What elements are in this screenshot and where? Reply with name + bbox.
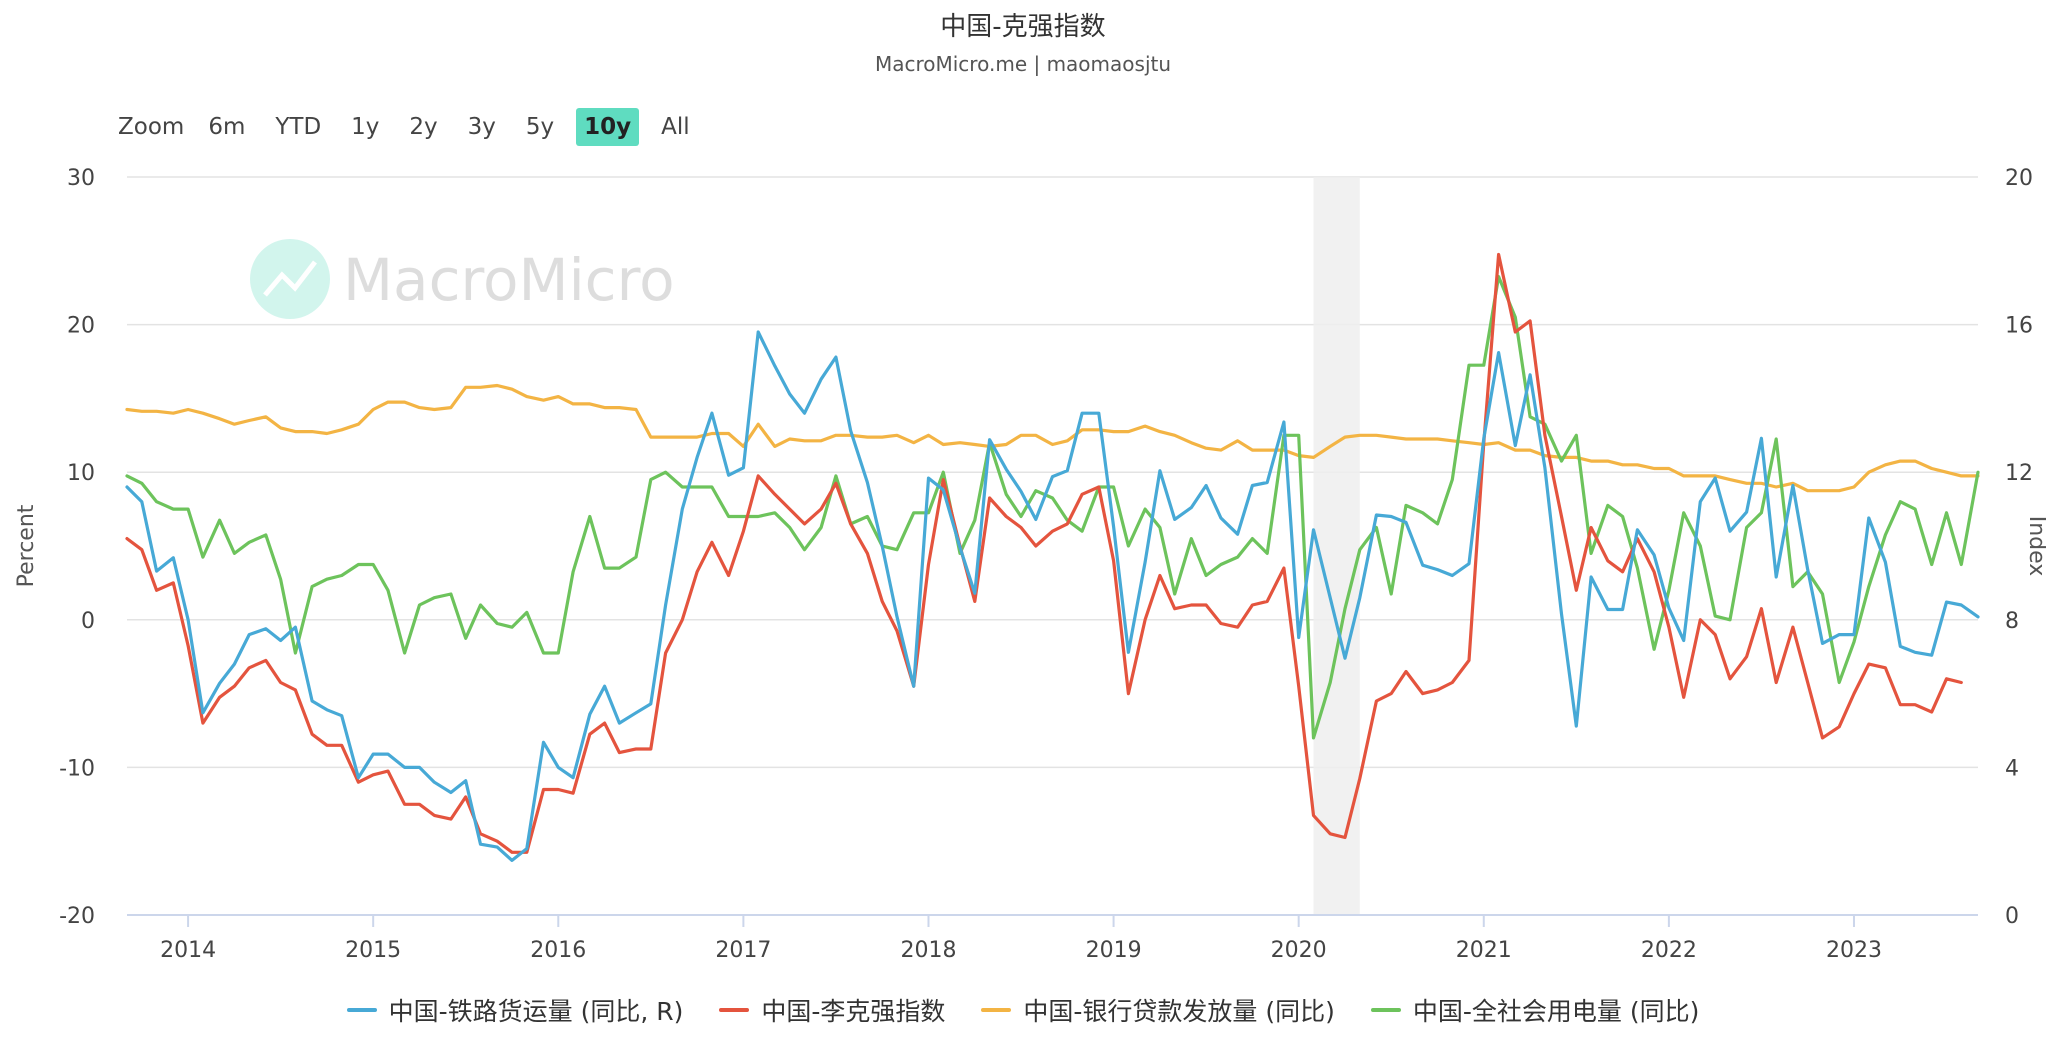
x-tick-label: 2016 xyxy=(530,938,586,963)
y-axis-title-left: Percent xyxy=(14,504,39,587)
right-tick-label: 0 xyxy=(2005,904,2019,929)
left-tick-label: 30 xyxy=(67,166,95,191)
legend-swatch xyxy=(1371,1008,1401,1012)
left-tick-label: 20 xyxy=(67,314,95,339)
left-tick-label: 0 xyxy=(81,609,95,634)
legend-swatch xyxy=(719,1008,749,1012)
legend-label: 中国-李克强指数 xyxy=(761,992,945,1028)
legend-label: 中国-全社会用电量 (同比) xyxy=(1413,992,1699,1028)
x-tick-label: 2015 xyxy=(345,938,401,963)
x-tick-label: 2021 xyxy=(1456,938,1512,963)
x-tick-label: 2017 xyxy=(715,938,771,963)
legend-label: 中国-铁路货运量 (同比, R) xyxy=(389,992,684,1028)
series-line-0 xyxy=(127,332,1978,860)
left-tick-label: -20 xyxy=(59,904,95,929)
legend-label: 中国-银行贷款发放量 (同比) xyxy=(1023,992,1334,1028)
x-tick-label: 2023 xyxy=(1826,938,1882,963)
y-axis-title-right: Index xyxy=(2024,516,2046,577)
watermark-text: MacroMicro xyxy=(343,246,675,314)
x-tick-label: 2022 xyxy=(1641,938,1697,963)
right-tick-label: 12 xyxy=(2005,461,2033,486)
legend-item-rail-freight[interactable]: 中国-铁路货运量 (同比, R) xyxy=(347,992,684,1028)
x-tick-label: 2014 xyxy=(160,938,216,963)
series-line-1 xyxy=(127,255,1961,853)
right-tick-label: 4 xyxy=(2005,756,2019,781)
legend-item-keqiang-index[interactable]: 中国-李克强指数 xyxy=(719,992,945,1028)
watermark-logo-icon xyxy=(250,239,330,319)
right-tick-label: 16 xyxy=(2005,314,2033,339)
legend-swatch xyxy=(981,1008,1011,1012)
legend: 中国-铁路货运量 (同比, R) 中国-李克强指数 中国-银行贷款发放量 (同比… xyxy=(0,992,2046,1028)
x-tick-label: 2020 xyxy=(1271,938,1327,963)
legend-item-bank-loans[interactable]: 中国-银行贷款发放量 (同比) xyxy=(981,992,1334,1028)
legend-swatch xyxy=(347,1008,377,1012)
right-tick-label: 8 xyxy=(2005,609,2019,634)
x-tick-label: 2018 xyxy=(900,938,956,963)
legend-item-electricity[interactable]: 中国-全社会用电量 (同比) xyxy=(1371,992,1699,1028)
series-lines xyxy=(127,255,1978,861)
left-tick-label: -10 xyxy=(59,756,95,781)
watermark: MacroMicro xyxy=(250,239,675,319)
x-tick-label: 2019 xyxy=(1086,938,1142,963)
right-tick-label: 20 xyxy=(2005,166,2033,191)
left-tick-label: 10 xyxy=(67,461,95,486)
